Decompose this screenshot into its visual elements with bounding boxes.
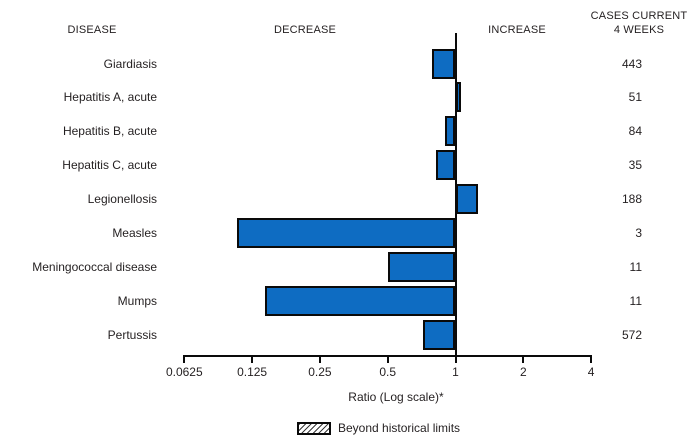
- ratio-bar: [236, 218, 456, 248]
- axis-tick-mark: [386, 357, 389, 363]
- axis-tick-label: 2: [519, 365, 527, 379]
- cases-value: 35: [628, 158, 642, 173]
- axis-tick-mark: [183, 357, 186, 363]
- legend: Beyond historical limits: [297, 421, 460, 435]
- axis-tick-mark: [590, 357, 593, 363]
- column-header-cases-line1: CASES CURRENT: [590, 10, 688, 22]
- ratio-bar: [265, 285, 456, 316]
- axis-tick-mark: [318, 357, 321, 363]
- ratio-bar: [423, 319, 456, 350]
- baseline-ratio-line: [454, 33, 457, 357]
- cases-value: 443: [621, 56, 642, 71]
- column-header-disease: DISEASE: [67, 24, 117, 36]
- axis-tick-label: 0.5: [379, 365, 397, 379]
- legend-label: Beyond historical limits: [338, 421, 461, 435]
- disease-label: Pertussis: [107, 327, 157, 342]
- ratio-bar: [387, 251, 456, 282]
- cases-value: 572: [621, 327, 642, 342]
- axis-tick-mark: [522, 357, 525, 363]
- disease-label: Hepatitis B, acute: [62, 124, 157, 139]
- cases-value: 11: [629, 259, 642, 274]
- column-header-decrease: DECREASE: [273, 24, 337, 36]
- x-axis-title: Ratio (Log scale)*: [348, 390, 444, 404]
- disease-label: Mumps: [117, 293, 157, 308]
- axis-tick-label: 0.125: [237, 365, 268, 379]
- column-header-cases-line2: 4 WEEKS: [613, 24, 665, 36]
- column-header-increase: INCREASE: [488, 24, 546, 36]
- disease-label: Legionellosis: [87, 192, 157, 207]
- cases-value: 188: [621, 192, 642, 207]
- axis-tick-label: 0.0625: [165, 365, 203, 379]
- ratio-bar: [436, 150, 456, 181]
- disease-label: Hepatitis C, acute: [62, 158, 157, 173]
- x-axis-line: [183, 355, 592, 357]
- axis-tick-label: 4: [587, 365, 595, 379]
- cases-value: 51: [628, 90, 642, 105]
- disease-label: Measles: [112, 226, 157, 240]
- axis-tick-label: 1: [452, 365, 459, 379]
- disease-label: Hepatitis A, acute: [63, 90, 157, 105]
- disease-label: Giardiasis: [103, 56, 157, 71]
- cases-value: 84: [628, 124, 642, 139]
- axis-tick-label: 0.25: [308, 365, 332, 379]
- axis-tick-mark: [454, 357, 457, 363]
- ratio-bar: [455, 184, 479, 215]
- cases-value: 11: [629, 293, 642, 308]
- ratio-bar: [432, 48, 456, 79]
- axis-tick-mark: [251, 357, 254, 363]
- disease-label: Meningococcal disease: [32, 259, 157, 274]
- hatched-swatch-icon: [297, 421, 331, 435]
- cases-value: 3: [635, 226, 642, 240]
- ratio-bar: [445, 116, 456, 147]
